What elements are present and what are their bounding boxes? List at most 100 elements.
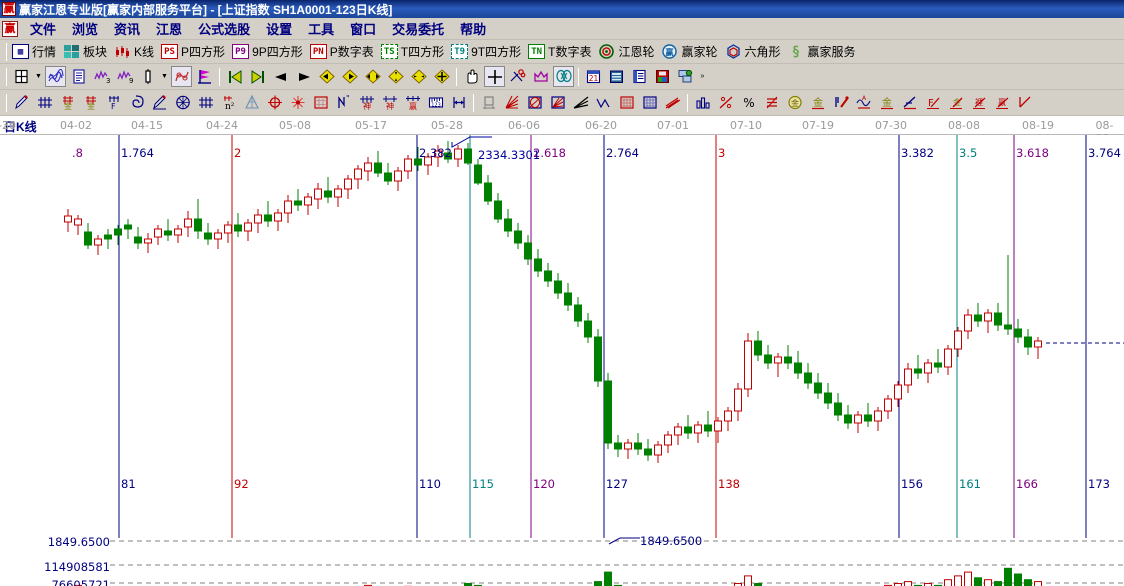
gold-circle-tool[interactable]: 金 bbox=[784, 92, 805, 113]
column-dropdown-arrow[interactable]: ▼ bbox=[161, 73, 168, 80]
step-tool[interactable]: " bbox=[333, 92, 354, 113]
grid-red-tool[interactable] bbox=[616, 92, 637, 113]
wave-ad-tool[interactable]: A bbox=[853, 92, 874, 113]
slash-tool[interactable] bbox=[899, 92, 920, 113]
toolbar-kline-button[interactable]: K线 bbox=[112, 42, 159, 61]
crown-tool-button[interactable] bbox=[530, 66, 551, 87]
rect-channel-tool[interactable] bbox=[478, 92, 499, 113]
gold-slash-tool[interactable]: 金 bbox=[945, 92, 966, 113]
menu-item-tools[interactable]: 工具 bbox=[308, 22, 335, 37]
pan-hand-button[interactable] bbox=[461, 66, 482, 87]
zoom-left-button[interactable] bbox=[316, 66, 337, 87]
shen-grid-tool[interactable]: 神 bbox=[356, 92, 377, 113]
prev-button[interactable] bbox=[270, 66, 291, 87]
win-grid-tool[interactable]: 赢 bbox=[402, 92, 423, 113]
circle-scale-tool[interactable] bbox=[172, 92, 193, 113]
candlestick-chart-panel[interactable]: .8 1.764 81 2 92 2.382 110 115 2.618 120 2.764 127 3… bbox=[0, 135, 1124, 508]
volume-panel[interactable]: 1849.6500 114908581 76605721 1849.6500 bbox=[0, 508, 1124, 586]
expand-all-button[interactable] bbox=[431, 66, 452, 87]
calendar-21-button[interactable]: 21 bbox=[583, 66, 604, 87]
parallel-tool[interactable] bbox=[662, 92, 683, 113]
toolbar-9p-square-button[interactable]: P9 9P四方形 bbox=[230, 42, 308, 61]
percent-icon-tool[interactable]: % bbox=[738, 92, 759, 113]
star-burst-tool[interactable] bbox=[287, 92, 308, 113]
table-button[interactable] bbox=[606, 66, 627, 87]
toolbar-hexagon-button[interactable]: 六角形 bbox=[723, 42, 786, 61]
ladder-tool[interactable] bbox=[195, 92, 216, 113]
end-slash-tool[interactable] bbox=[1014, 92, 1035, 113]
network-button[interactable] bbox=[675, 66, 696, 87]
report-button[interactable] bbox=[68, 66, 89, 87]
toolbar-t-square-button[interactable]: TS T四方形 bbox=[379, 42, 449, 61]
square-n-tool[interactable]: n² bbox=[218, 92, 239, 113]
view-toolbar-overflow-arrow[interactable]: » bbox=[700, 73, 705, 80]
gold-fan-2-tool[interactable]: 金 bbox=[80, 92, 101, 113]
angle-tool[interactable] bbox=[241, 92, 262, 113]
notes-button[interactable] bbox=[629, 66, 650, 87]
brain-tool-button[interactable] bbox=[553, 66, 574, 87]
first-page-button[interactable] bbox=[224, 66, 245, 87]
bar-compare-tool[interactable] bbox=[692, 92, 713, 113]
fib-fan-tool[interactable]: F bbox=[103, 92, 124, 113]
ruler-tool[interactable]: 123 bbox=[425, 92, 446, 113]
toolbar-p-number-button[interactable]: PN P数字表 bbox=[308, 42, 379, 61]
toolbar-winner-service-button[interactable]: § 赢家服务 bbox=[786, 42, 861, 61]
multi-chart-button[interactable] bbox=[45, 66, 66, 87]
gold-line-tool[interactable]: 金 bbox=[807, 92, 828, 113]
period-dropdown-arrow[interactable]: ▼ bbox=[35, 73, 42, 80]
expand-h-button[interactable] bbox=[385, 66, 406, 87]
zigzag-tool[interactable] bbox=[593, 92, 614, 113]
grid-lines-tool[interactable] bbox=[34, 92, 55, 113]
crosshair-button[interactable] bbox=[484, 66, 505, 87]
shen-tool[interactable]: 神 bbox=[379, 92, 400, 113]
percent-diag-tool[interactable] bbox=[715, 92, 736, 113]
single-column-button[interactable] bbox=[137, 66, 158, 87]
ying-slash-tool[interactable]: 赢 bbox=[991, 92, 1012, 113]
flag-chart-button[interactable] bbox=[194, 66, 215, 87]
menu-item-file[interactable]: 文件 bbox=[30, 22, 57, 37]
menu-item-trading[interactable]: 交易委托 bbox=[392, 22, 445, 37]
menu-item-help[interactable]: 帮助 bbox=[460, 22, 487, 37]
next-button[interactable] bbox=[293, 66, 314, 87]
grid-blue-tool[interactable] bbox=[639, 92, 660, 113]
zoom-center-button[interactable] bbox=[362, 66, 383, 87]
spiral-tool[interactable] bbox=[126, 92, 147, 113]
angle-lines-tool[interactable] bbox=[570, 92, 591, 113]
indicator-9-button[interactable]: 9 bbox=[114, 66, 135, 87]
marker-pen-tool[interactable] bbox=[149, 92, 170, 113]
toolbar-t-number-button[interactable]: TN T数字表 bbox=[526, 42, 596, 61]
menu-item-formula-screen[interactable]: 公式选股 bbox=[198, 22, 251, 37]
toolbar-p-square-button[interactable]: PS P四方形 bbox=[159, 42, 230, 61]
pattern-button[interactable] bbox=[171, 66, 192, 87]
circle-fan-tool[interactable] bbox=[524, 92, 545, 113]
menu-item-settings[interactable]: 设置 bbox=[266, 22, 293, 37]
calendar-period-button[interactable] bbox=[11, 66, 32, 87]
toolbar-sector-button[interactable]: 板块 bbox=[61, 42, 112, 61]
grid-box-tool[interactable] bbox=[310, 92, 331, 113]
menu-item-gann[interactable]: 江恩 bbox=[156, 22, 183, 37]
menu-item-news[interactable]: 资讯 bbox=[114, 22, 141, 37]
toolbar-gann-wheel-button[interactable]: 江恩轮 bbox=[596, 42, 659, 61]
percent-lines-tool[interactable] bbox=[761, 92, 782, 113]
toolbar-quotes-button[interactable]: ▦ 行情 bbox=[10, 42, 61, 61]
pen-dot-tool[interactable] bbox=[830, 92, 851, 113]
save-image-button[interactable] bbox=[652, 66, 673, 87]
span-tool[interactable] bbox=[448, 92, 469, 113]
gold-underline-tool[interactable]: 金 bbox=[876, 92, 897, 113]
indicator-3-button[interactable]: 3 bbox=[91, 66, 112, 87]
li-slash-tool[interactable]: 裡 bbox=[968, 92, 989, 113]
menu-item-window[interactable]: 窗口 bbox=[350, 22, 377, 37]
pen-tool[interactable] bbox=[11, 92, 32, 113]
last-page-button[interactable] bbox=[247, 66, 268, 87]
f-slash-tool[interactable]: F bbox=[922, 92, 943, 113]
toolbar-9t-square-button[interactable]: T9 9T四方形 bbox=[449, 42, 526, 61]
box-fan-tool[interactable] bbox=[547, 92, 568, 113]
gold-fan-1-tool[interactable]: 金 bbox=[57, 92, 78, 113]
zoom-right-button[interactable] bbox=[339, 66, 360, 87]
cut-tool-button[interactable] bbox=[507, 66, 528, 87]
expand-v-button[interactable] bbox=[408, 66, 429, 87]
menu-item-browse[interactable]: 浏览 bbox=[72, 22, 99, 37]
fan-lines-tool[interactable] bbox=[501, 92, 522, 113]
target-tool[interactable] bbox=[264, 92, 285, 113]
toolbar-winner-wheel-button[interactable]: 赢 赢家轮 bbox=[659, 42, 722, 61]
